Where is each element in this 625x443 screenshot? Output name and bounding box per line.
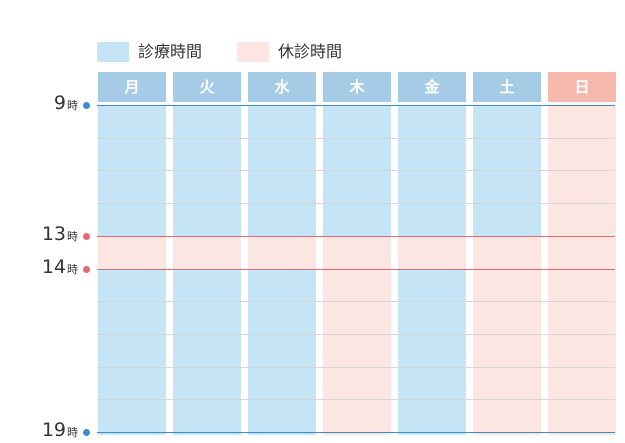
day-header: 日 bbox=[548, 72, 616, 102]
hour-gridline bbox=[97, 367, 615, 368]
hour-gridline bbox=[97, 138, 615, 139]
day-header: 土 bbox=[473, 72, 541, 102]
day-column: 日 bbox=[548, 72, 616, 435]
legend-consultation-swatch bbox=[97, 42, 129, 62]
day-column: 月 bbox=[98, 72, 166, 435]
time-label-unit: 時 bbox=[67, 426, 78, 439]
time-label: 19時 bbox=[0, 420, 78, 443]
day-header: 金 bbox=[398, 72, 466, 102]
day-header: 月 bbox=[98, 72, 166, 102]
hour-gridline bbox=[97, 334, 615, 335]
day-column: 火 bbox=[173, 72, 241, 435]
day-hours bbox=[98, 105, 166, 435]
time-marker-dot bbox=[83, 233, 90, 240]
boundary-hour-line bbox=[97, 105, 615, 106]
time-marker-dot bbox=[83, 266, 90, 273]
day-header: 水 bbox=[248, 72, 316, 102]
day-hours bbox=[473, 105, 541, 435]
day-header: 火 bbox=[173, 72, 241, 102]
time-label-unit: 時 bbox=[67, 263, 78, 276]
day-hours bbox=[323, 105, 391, 435]
time-label-hour: 14 bbox=[41, 256, 66, 278]
day-hours bbox=[173, 105, 241, 435]
break-hour-line bbox=[97, 236, 615, 237]
time-label-hour: 9 bbox=[53, 92, 66, 114]
legend-consultation-label: 診療時間 bbox=[138, 42, 203, 61]
day-hours bbox=[548, 105, 616, 435]
hour-gridline bbox=[97, 203, 615, 204]
time-label-hour: 13 bbox=[41, 223, 66, 245]
time-label: 9時 bbox=[0, 93, 78, 116]
time-marker-dot bbox=[83, 429, 90, 436]
time-marker-dot bbox=[83, 102, 90, 109]
day-column: 土 bbox=[473, 72, 541, 435]
day-hours bbox=[248, 105, 316, 435]
time-label-unit: 時 bbox=[67, 230, 78, 243]
day-header: 木 bbox=[323, 72, 391, 102]
day-hours bbox=[398, 105, 466, 435]
break-hour-line bbox=[97, 269, 615, 270]
day-column: 金 bbox=[398, 72, 466, 435]
time-label: 14時 bbox=[0, 257, 78, 280]
boundary-hour-line bbox=[97, 432, 615, 433]
hour-gridline bbox=[97, 399, 615, 400]
day-column: 木 bbox=[323, 72, 391, 435]
legend-closed-label: 休診時間 bbox=[278, 42, 343, 61]
hour-gridline bbox=[97, 301, 615, 302]
hour-gridline bbox=[97, 170, 615, 171]
time-label: 13時 bbox=[0, 224, 78, 247]
time-label-hour: 19 bbox=[41, 419, 66, 441]
day-column: 水 bbox=[248, 72, 316, 435]
legend-closed-swatch bbox=[237, 42, 269, 62]
time-label-unit: 時 bbox=[67, 99, 78, 112]
